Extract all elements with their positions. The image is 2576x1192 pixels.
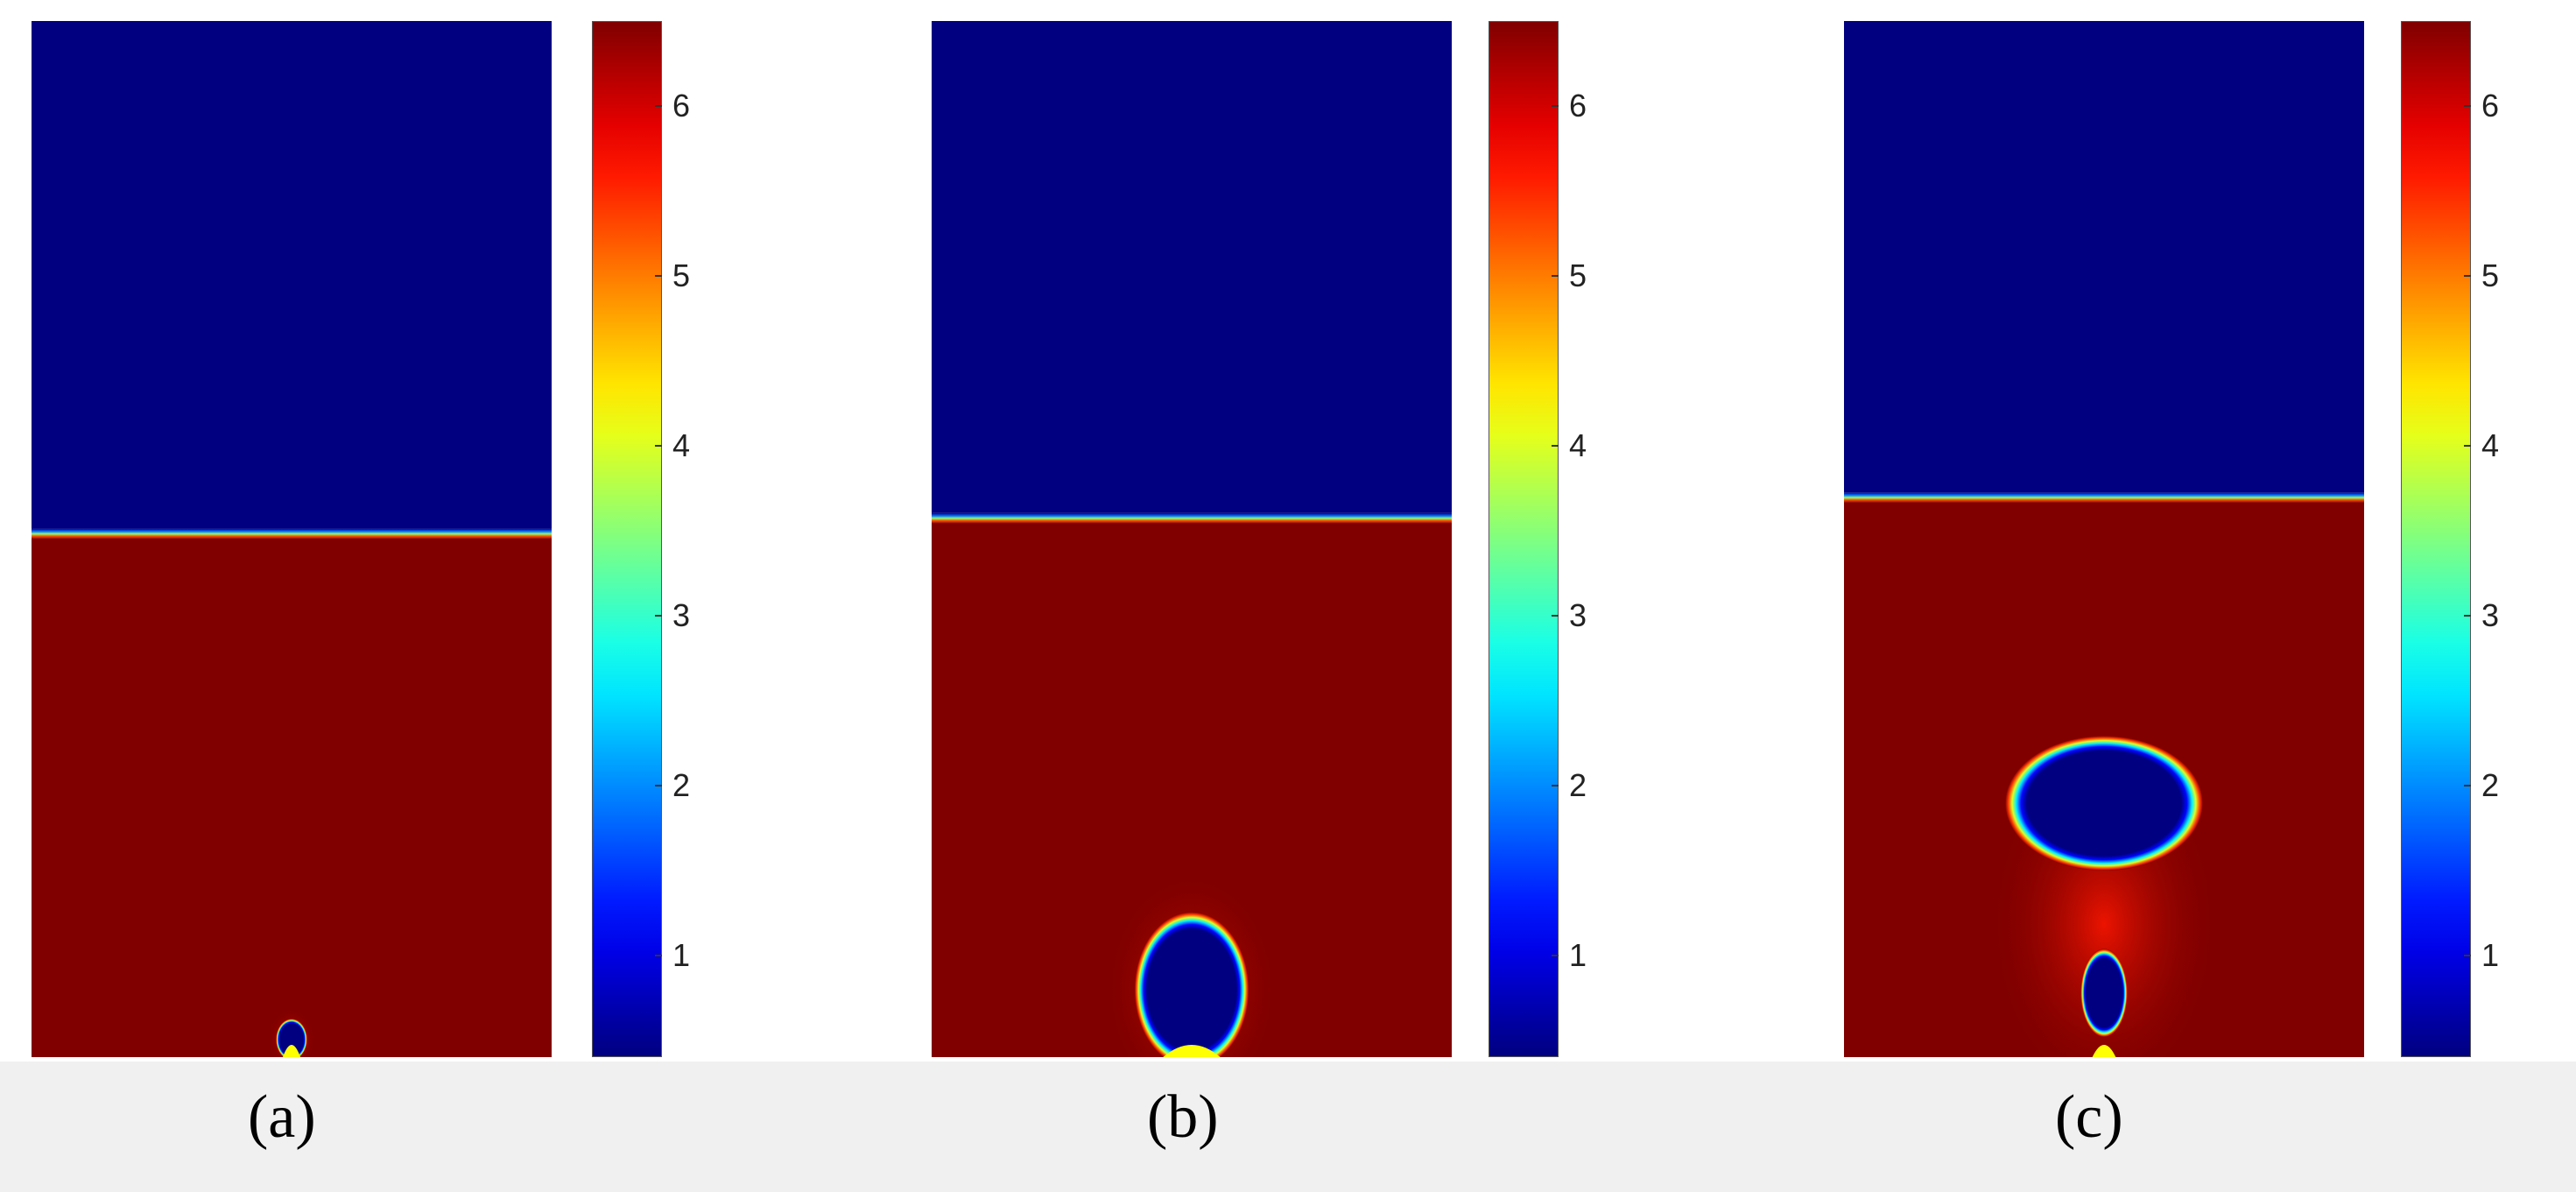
colorbar-tick-label: 1 bbox=[672, 936, 691, 973]
colorbar-2 bbox=[1489, 21, 1559, 1057]
colorbar-tick-mark bbox=[655, 104, 662, 107]
field-plot-3 bbox=[1844, 21, 2364, 1057]
colorbar-tick-mark bbox=[655, 784, 662, 786]
bubble-1 bbox=[1134, 912, 1249, 1057]
colorbar-tick-label: 6 bbox=[672, 87, 691, 123]
colorbar-tick-label: 4 bbox=[1569, 427, 1587, 463]
colorbar-tick-label: 4 bbox=[2481, 427, 2500, 463]
interface-line bbox=[1844, 492, 2364, 504]
colorbar-tick-label: 5 bbox=[672, 257, 691, 293]
panel-caption: (c) bbox=[2055, 1083, 2123, 1151]
colorbar-3 bbox=[2401, 21, 2471, 1057]
colorbar-tick-label: 3 bbox=[1569, 596, 1587, 633]
upper-region bbox=[32, 21, 552, 529]
colorbar-tick-mark bbox=[655, 274, 662, 277]
upper-region bbox=[932, 21, 1452, 513]
panel-caption: (b) bbox=[1147, 1083, 1219, 1151]
colorbar-tick-label: 2 bbox=[2481, 766, 2500, 803]
bubble-1 bbox=[2005, 736, 2203, 871]
colorbar-tick-label: 1 bbox=[1569, 936, 1587, 973]
colorbar-tick-mark bbox=[655, 954, 662, 956]
colorbar-1 bbox=[592, 21, 662, 1057]
colorbar-tick-mark bbox=[2464, 274, 2471, 277]
colorbar-tick-mark bbox=[1552, 954, 1559, 956]
colorbar-tick-label: 5 bbox=[2481, 257, 2500, 293]
interface-line bbox=[932, 512, 1452, 524]
colorbar-tick-mark bbox=[2464, 954, 2471, 956]
colorbar-tick-mark bbox=[1552, 614, 1559, 617]
colorbar-tick-mark bbox=[2464, 784, 2471, 786]
colorbar-tick-label: 3 bbox=[2481, 596, 2500, 633]
colorbar-tick-mark bbox=[2464, 104, 2471, 107]
colorbar-tick-mark bbox=[1552, 784, 1559, 786]
nozzle-neck bbox=[283, 1045, 300, 1057]
panel-caption: (a) bbox=[248, 1083, 316, 1151]
colorbar-tick-mark bbox=[655, 444, 662, 447]
colorbar-tick-mark bbox=[1552, 444, 1559, 447]
colorbar-tick-label: 2 bbox=[1569, 766, 1587, 803]
lower-region bbox=[32, 533, 552, 1057]
colorbar-tick-mark bbox=[2464, 444, 2471, 447]
bubble-2 bbox=[2080, 949, 2128, 1037]
colorbar-tick-label: 6 bbox=[1569, 87, 1587, 123]
field-plot-2 bbox=[932, 21, 1452, 1057]
colorbar-tick-mark bbox=[655, 614, 662, 617]
colorbar-tick-mark bbox=[1552, 274, 1559, 277]
colorbar-tick-label: 1 bbox=[2481, 936, 2500, 973]
upper-region bbox=[1844, 21, 2364, 493]
colorbar-tick-label: 5 bbox=[1569, 257, 1587, 293]
colorbar-tick-label: 2 bbox=[672, 766, 691, 803]
colorbar-tick-label: 4 bbox=[672, 427, 691, 463]
colorbar-tick-mark bbox=[2464, 614, 2471, 617]
colorbar-tick-label: 3 bbox=[672, 596, 691, 633]
nozzle-neck bbox=[1163, 1045, 1221, 1057]
interface-line bbox=[32, 528, 552, 540]
nozzle-neck bbox=[2092, 1045, 2116, 1057]
colorbar-tick-label: 6 bbox=[2481, 87, 2500, 123]
bubble-1 bbox=[276, 1019, 307, 1057]
caption-band bbox=[0, 1062, 2576, 1192]
colorbar-tick-mark bbox=[1552, 104, 1559, 107]
field-plot-1 bbox=[32, 21, 552, 1057]
